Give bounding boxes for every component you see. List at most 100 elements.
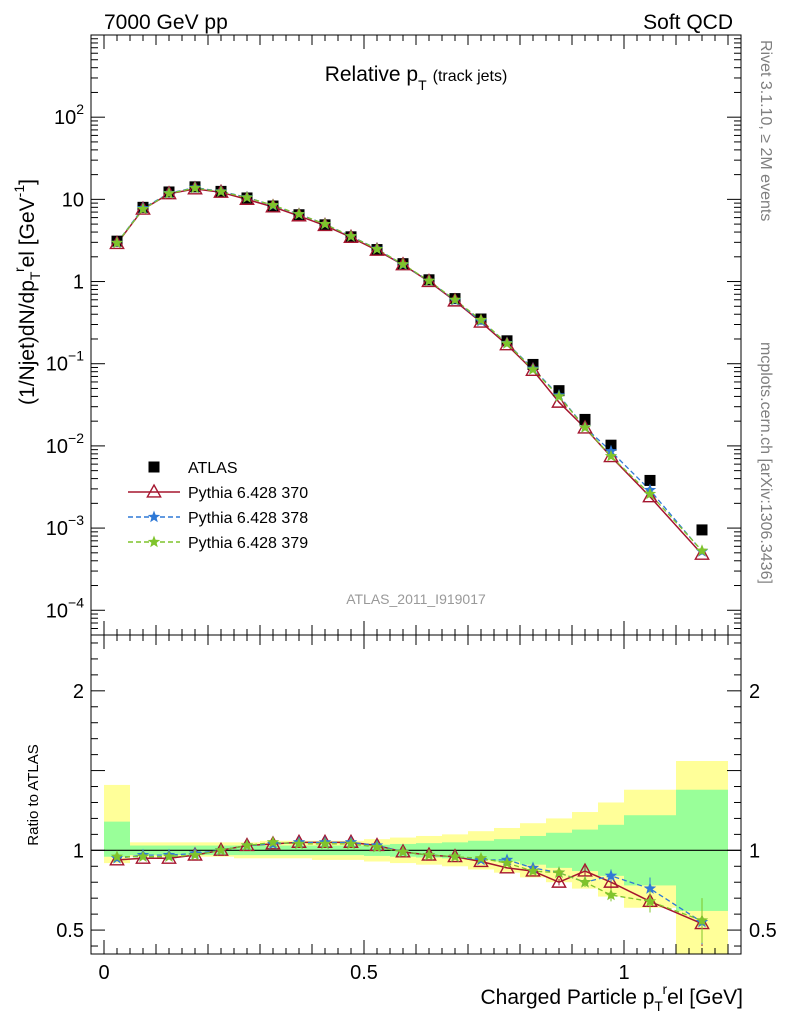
y-tick-label-1: 10−3 bbox=[46, 512, 84, 540]
y-tick-label-6: 102 bbox=[54, 101, 84, 129]
ratio-point-p379-14 bbox=[474, 851, 488, 864]
point-p379-9 bbox=[344, 229, 358, 242]
y-tick-label-2: 10−2 bbox=[46, 430, 84, 458]
legend-label-p378: Pythia 6.428 378 bbox=[188, 510, 308, 527]
y-axis-label: (1/Njet)dN/dpTrel [GeV-1] bbox=[11, 179, 43, 405]
ratio-y-label-right-0: 0.5 bbox=[749, 920, 777, 942]
ratio-point-p379-11 bbox=[396, 845, 410, 858]
point-p379-17 bbox=[552, 389, 566, 402]
legend-marker-p370 bbox=[146, 483, 162, 498]
ratio-point-p370-2 bbox=[161, 849, 177, 864]
point-p370-21 bbox=[694, 545, 710, 560]
ratio-point-p370-1 bbox=[135, 849, 151, 864]
ratio-plot-tick-labels: 0.5 0.5 1 1 2 2 0 0.5 1 bbox=[56, 681, 777, 984]
ratio-y-label-right-2: 2 bbox=[749, 681, 760, 703]
ratio-point-p379-10 bbox=[370, 840, 384, 853]
ratio-point-p379-8 bbox=[318, 837, 332, 850]
rivet-version-text: Rivet 3.1.10, ≥ 2M events bbox=[757, 40, 774, 221]
legend-label-p379: Pythia 6.428 379 bbox=[188, 535, 308, 552]
point-p379-16 bbox=[526, 363, 540, 375]
series-line-p379 bbox=[116, 187, 703, 552]
point-p379-15 bbox=[500, 337, 514, 349]
y-tick-label-0: 10−4 bbox=[46, 594, 84, 622]
ratio-point-p379-1 bbox=[136, 850, 150, 862]
ratio-point-p379-9 bbox=[344, 837, 358, 850]
y-tick-label-4: 1 bbox=[73, 272, 84, 294]
point-p370-7 bbox=[291, 207, 307, 222]
legend-label-data: ATLAS bbox=[188, 460, 238, 477]
ratio-point-p370-17 bbox=[551, 873, 567, 888]
ratio-point-p379-19 bbox=[604, 888, 618, 901]
ratio-point-p378-19 bbox=[604, 869, 618, 882]
ratio-y-label-left-0: 0.5 bbox=[56, 920, 84, 942]
ratio-point-p379-20 bbox=[643, 894, 657, 907]
analysis-label: ATLAS_2011_I919017 bbox=[346, 591, 486, 607]
x-axis-label: Charged Particle pTrel [GeV] bbox=[480, 981, 743, 1014]
ratio-y-label-left-2: 2 bbox=[73, 681, 84, 703]
ratio-y-label-right-1: 1 bbox=[749, 840, 760, 862]
main-plot-ticks bbox=[91, 35, 741, 636]
point-p379-20 bbox=[643, 487, 657, 500]
ratio-point-p370-0 bbox=[109, 851, 125, 866]
mcplots-credit-text: mcplots.cern.ch [arXiv:1306.3436] bbox=[757, 342, 774, 584]
point-p379-5 bbox=[240, 191, 254, 203]
point-data-21 bbox=[696, 524, 708, 536]
main-plot-panel: 10−4 10−3 10−2 10−1 1 10 102 Relative pT (track… bbox=[11, 34, 742, 636]
header-right: Soft QCD bbox=[643, 11, 733, 34]
ratio-point-p379-3 bbox=[188, 848, 202, 861]
header-left: 7000 GeV pp bbox=[104, 11, 228, 34]
ratio-point-p379-12 bbox=[422, 848, 436, 861]
point-data-20 bbox=[644, 474, 656, 486]
point-p379-6 bbox=[266, 198, 280, 211]
ratio-point-p379-4 bbox=[214, 843, 228, 856]
ratio-point-p370-19 bbox=[603, 873, 619, 888]
ratio-point-p378-20 bbox=[643, 882, 657, 894]
point-p379-19 bbox=[604, 449, 618, 462]
point-p379-7 bbox=[292, 207, 306, 220]
legend: ATLAS Pythia 6.428 370 Pythia 6.428 378 Pyt… bbox=[128, 460, 308, 552]
point-p379-4 bbox=[214, 185, 228, 197]
legend-marker-p379 bbox=[147, 535, 161, 548]
x-tick-label-0: 0 bbox=[98, 962, 109, 984]
ratio-point-p379-21 bbox=[695, 914, 709, 926]
ratio-uncertainty-bands bbox=[91, 761, 741, 954]
point-p379-11 bbox=[396, 257, 410, 270]
x-tick-label-2: 1 bbox=[618, 962, 629, 984]
point-p379-8 bbox=[318, 217, 332, 230]
ratio-plot-ticks bbox=[91, 635, 741, 954]
ratio-point-p379-5 bbox=[240, 839, 254, 851]
ratio-point-p379-17 bbox=[552, 866, 566, 878]
point-data-18 bbox=[579, 413, 591, 425]
ratio-line-p379 bbox=[117, 841, 703, 922]
legend-label-p370: Pythia 6.428 370 bbox=[188, 485, 308, 502]
x-tick-label-1: 0.5 bbox=[350, 962, 378, 984]
point-p370-20 bbox=[642, 488, 658, 503]
point-p370-5 bbox=[239, 190, 255, 205]
ratio-point-p379-13 bbox=[448, 850, 462, 862]
ratio-y-axis-label: Ratio to ATLAS bbox=[25, 744, 42, 845]
ratio-y-label-left-1: 1 bbox=[73, 840, 84, 862]
point-p379-12 bbox=[422, 274, 436, 287]
point-p379-10 bbox=[370, 242, 384, 255]
point-p379-21 bbox=[695, 544, 709, 556]
point-p379-18 bbox=[578, 421, 592, 433]
main-plot-y-tick-labels: 10−4 10−3 10−2 10−1 1 10 102 bbox=[46, 101, 84, 622]
point-p370-8 bbox=[317, 217, 333, 232]
ratio-point-p370-14 bbox=[473, 853, 489, 868]
point-p379-1 bbox=[136, 202, 150, 215]
ratio-point-p379-2 bbox=[162, 850, 176, 862]
point-p379-14 bbox=[474, 313, 488, 326]
legend-marker-data bbox=[148, 461, 160, 473]
point-p379-13 bbox=[448, 293, 462, 305]
ratio-plot-data bbox=[109, 833, 710, 947]
point-p379-2 bbox=[162, 187, 176, 199]
ratio-plot-panel: 0.5 0.5 1 1 2 2 0 0.5 1 Ratio to ATLAS Charged P… bbox=[25, 634, 777, 1014]
ratio-point-p379-15 bbox=[500, 856, 514, 869]
point-p379-0 bbox=[110, 236, 124, 249]
ratio-point-p379-7 bbox=[292, 837, 306, 850]
ratio-point-p379-16 bbox=[526, 864, 540, 877]
plot-title: Relative pT (track jets) bbox=[325, 63, 508, 93]
y-tick-label-5: 10 bbox=[62, 189, 84, 211]
ratio-point-p379-0 bbox=[110, 850, 124, 862]
